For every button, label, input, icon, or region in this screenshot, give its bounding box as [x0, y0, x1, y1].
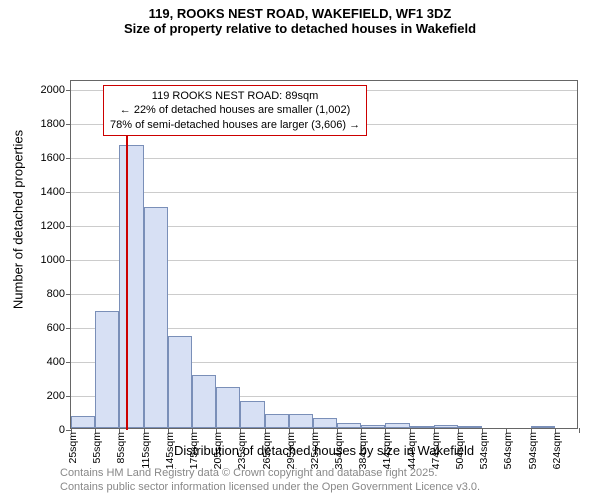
title-block: 119, ROOKS NEST ROAD, WAKEFIELD, WF1 3DZ…	[0, 0, 600, 36]
ytick-mark	[66, 90, 71, 91]
ytick-mark	[66, 260, 71, 261]
histogram-bar	[289, 414, 313, 428]
histogram-bar	[410, 426, 434, 428]
footer-line-1: Contains HM Land Registry data © Crown c…	[60, 466, 480, 480]
ytick-mark	[66, 226, 71, 227]
annotation-line: ← 22% of detached houses are smaller (1,…	[110, 103, 360, 117]
histogram-bar	[240, 401, 264, 428]
histogram-bar	[119, 145, 143, 428]
x-axis-label: Distribution of detached houses by size …	[70, 443, 578, 458]
annotation-line: 119 ROOKS NEST ROAD: 89sqm	[110, 89, 360, 103]
histogram-bar	[361, 425, 385, 428]
ytick-mark	[66, 124, 71, 125]
histogram-bar	[434, 425, 458, 428]
ytick-mark	[66, 396, 71, 397]
title-line-2: Size of property relative to detached ho…	[0, 21, 600, 36]
y-axis-label: Number of detached properties	[11, 120, 26, 320]
title-line-1: 119, ROOKS NEST ROAD, WAKEFIELD, WF1 3DZ	[0, 6, 600, 21]
xtick-mark	[579, 428, 580, 433]
histogram-bar	[531, 426, 555, 428]
annotation-box: 119 ROOKS NEST ROAD: 89sqm← 22% of detac…	[103, 85, 367, 136]
histogram-bar	[192, 375, 216, 428]
footer-line-2: Contains public sector information licen…	[60, 480, 480, 494]
histogram-bar	[168, 336, 192, 428]
histogram-bar	[144, 207, 168, 428]
histogram-bar	[385, 423, 409, 428]
ytick-mark	[66, 192, 71, 193]
plot-area: 020040060080010001200140016001800200025s…	[70, 80, 578, 429]
histogram-bar	[265, 414, 289, 428]
footer: Contains HM Land Registry data © Crown c…	[60, 466, 480, 495]
gridline	[71, 158, 577, 159]
marker-line	[126, 123, 128, 430]
histogram-bar	[337, 423, 361, 428]
histogram-bar	[71, 416, 95, 428]
ytick-mark	[66, 294, 71, 295]
histogram-bar	[458, 426, 482, 428]
ytick-mark	[66, 328, 71, 329]
ytick-mark	[66, 362, 71, 363]
histogram-bar	[95, 311, 119, 428]
ytick-mark	[66, 158, 71, 159]
histogram-bar	[216, 387, 240, 428]
histogram-bar	[313, 418, 337, 428]
gridline	[71, 192, 577, 193]
annotation-line: 78% of semi-detached houses are larger (…	[110, 118, 360, 132]
